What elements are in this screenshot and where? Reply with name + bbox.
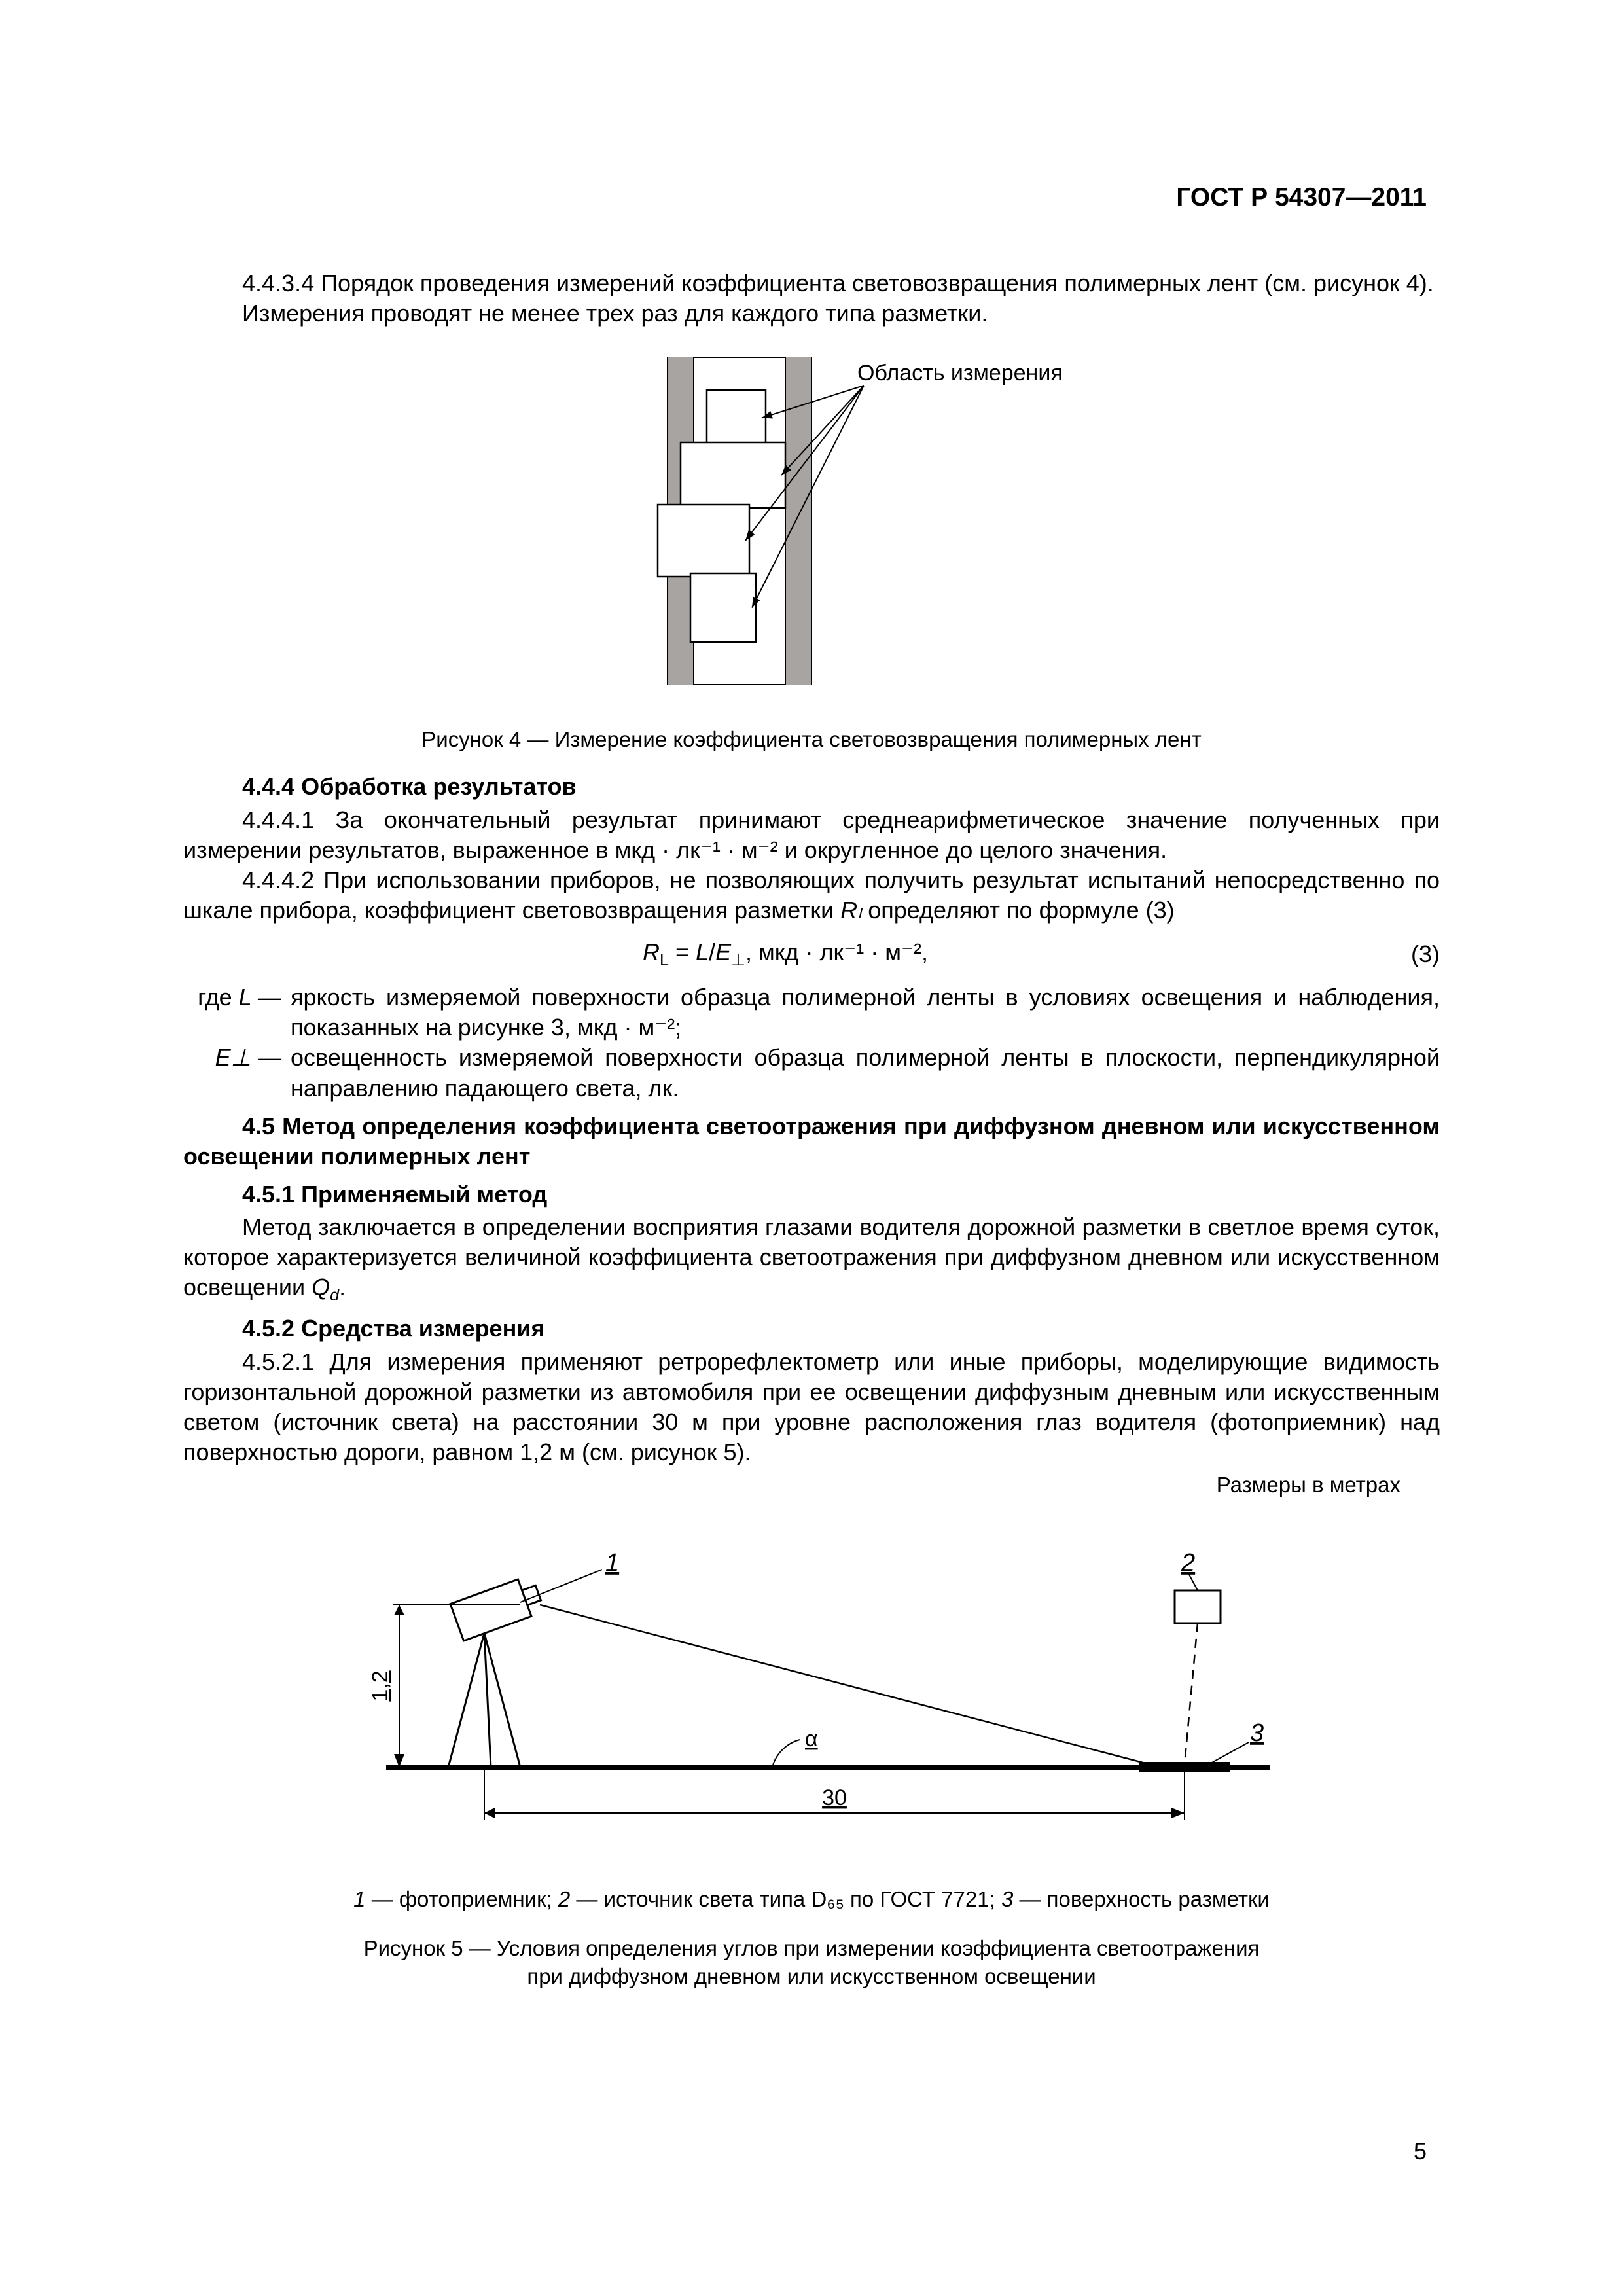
heading-451: 4.5.1 Применяемый метод bbox=[183, 1179, 1440, 1210]
figure-4-svg: Область измерения bbox=[543, 344, 1080, 698]
where-L: где L — яркость измеряемой поверхности о… bbox=[183, 982, 1440, 1043]
eq-slash: / bbox=[709, 939, 715, 965]
legend-1-num: 1 bbox=[353, 1887, 365, 1911]
where-L-sym: где L — bbox=[183, 982, 291, 1043]
where-E-sym: E⊥ — bbox=[183, 1043, 291, 1103]
svg-text:1,2: 1,2 bbox=[368, 1670, 393, 1701]
figure-5-caption-2: при диффузном дневном или искусственном … bbox=[183, 1963, 1440, 1990]
eq-L: L bbox=[696, 939, 709, 965]
para-451b: . bbox=[339, 1274, 346, 1300]
qd-d: d bbox=[330, 1286, 339, 1304]
figure-5: α1,230123 bbox=[183, 1518, 1440, 1866]
svg-text:Область измерения: Область измерения bbox=[857, 361, 1063, 386]
legend-3-num: 3 bbox=[1001, 1887, 1013, 1911]
para-4442: 4.4.4.2 При использовании приборов, не п… bbox=[183, 865, 1440, 925]
equation-3-number: (3) bbox=[1387, 939, 1440, 969]
para-4434b: Измерения проводят не менее трех раз для… bbox=[183, 298, 1440, 329]
legend-2-txt: — источник света типа D₆₅ по ГОСТ 7721; bbox=[570, 1887, 1001, 1911]
heading-452: 4.5.2 Средства измерения bbox=[183, 1314, 1440, 1344]
para-4434: 4.4.3.4 Порядок проведения измерений коэ… bbox=[183, 268, 1440, 298]
equation-3-body: RL = L/E⊥, мкд · лк⁻¹ · м⁻², bbox=[183, 937, 1387, 971]
eq-eq: = bbox=[669, 939, 696, 965]
svg-text:3: 3 bbox=[1250, 1719, 1264, 1747]
body: 4.4.3.4 Порядок проведения измерений коэ… bbox=[183, 268, 1440, 1990]
page-number: 5 bbox=[1414, 2138, 1427, 2165]
where-L-symbol: L — bbox=[239, 984, 281, 1011]
eq-lhs-sub: L bbox=[660, 951, 669, 969]
rl-symbol: Rₗ bbox=[840, 897, 861, 924]
eq-E-sub: ⊥ bbox=[731, 951, 745, 969]
eq-E: E bbox=[715, 939, 731, 965]
svg-text:30: 30 bbox=[822, 1785, 847, 1810]
figure-4: Область измерения bbox=[183, 344, 1440, 705]
para-4521: 4.5.2.1 Для измерения применяют ретрореф… bbox=[183, 1347, 1440, 1467]
where-E-text: освещенность измеряемой поверхности обра… bbox=[291, 1043, 1440, 1103]
svg-text:1: 1 bbox=[605, 1549, 619, 1577]
heading-45: 4.5 Метод определения коэффициента свето… bbox=[183, 1111, 1440, 1172]
standard-header: ГОСТ Р 54307—2011 bbox=[1176, 183, 1427, 212]
figure-5-legend: 1 — фотоприемник; 2 — источник света тип… bbox=[183, 1886, 1440, 1913]
equation-3: RL = L/E⊥, мкд · лк⁻¹ · м⁻², (3) bbox=[183, 937, 1440, 971]
where-intro: где bbox=[198, 984, 239, 1011]
dimensions-note: Размеры в метрах bbox=[183, 1471, 1400, 1499]
para-4442a: 4.4.4.2 При использовании приборов, не п… bbox=[183, 867, 1440, 924]
legend-3-txt: — поверхность разметки bbox=[1013, 1887, 1270, 1911]
figure-5-caption-1: Рисунок 5 — Условия определения углов пр… bbox=[183, 1935, 1440, 1962]
eq-units: , мкд · лк⁻¹ · м⁻², bbox=[745, 939, 928, 965]
legend-1-txt: — фотоприемник; bbox=[366, 1887, 558, 1911]
para-451a: Метод заключается в определении восприят… bbox=[183, 1213, 1440, 1300]
svg-text:α: α bbox=[805, 1727, 818, 1751]
para-451: Метод заключается в определении восприят… bbox=[183, 1212, 1440, 1306]
where-L-text: яркость измеряемой поверхности образца п… bbox=[291, 982, 1440, 1043]
eq-lhs: R bbox=[643, 939, 660, 965]
where-E: E⊥ — освещенность измеряемой поверхности… bbox=[183, 1043, 1440, 1103]
page: ГОСТ Р 54307—2011 4.4.3.4 Порядок провед… bbox=[0, 0, 1623, 2296]
qd-Q: Q bbox=[312, 1274, 330, 1300]
para-4442b: определяют по формуле (3) bbox=[861, 897, 1174, 924]
figure-5-svg: α1,230123 bbox=[314, 1518, 1309, 1859]
para-4441: 4.4.4.1 За окончательный результат прини… bbox=[183, 805, 1440, 865]
legend-2-num: 2 bbox=[558, 1887, 570, 1911]
heading-444: 4.4.4 Обработка результатов bbox=[183, 772, 1440, 802]
where-list: где L — яркость измеряемой поверхности о… bbox=[183, 982, 1440, 1103]
figure-4-caption: Рисунок 4 — Измерение коэффициента свето… bbox=[183, 726, 1440, 753]
